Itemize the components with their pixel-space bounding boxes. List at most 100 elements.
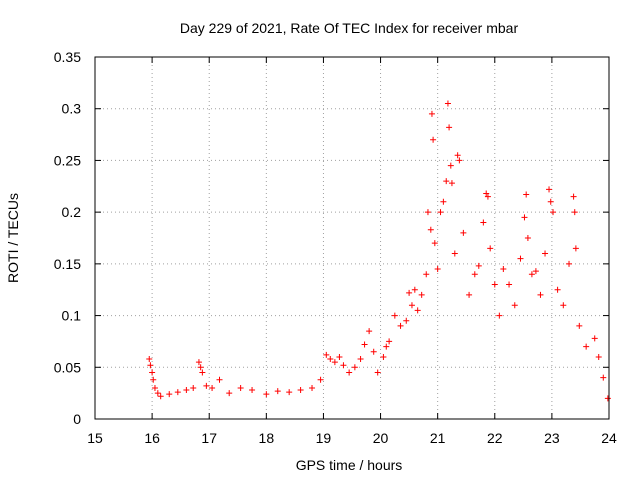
data-point: [456, 157, 463, 164]
data-point: [286, 389, 293, 396]
data-point: [546, 186, 553, 193]
data-point: [331, 359, 338, 366]
data-point: [460, 229, 467, 236]
data-point: [327, 356, 334, 363]
data-point: [346, 369, 353, 376]
data-point: [446, 124, 453, 131]
data-point: [297, 387, 304, 394]
x-tick-label: 23: [544, 430, 560, 446]
data-point: [428, 110, 435, 117]
data-point: [147, 362, 154, 369]
data-point: [340, 362, 347, 369]
x-axis-label: GPS time / hours: [296, 457, 403, 473]
y-tick-label: 0.1: [62, 308, 82, 324]
data-point: [517, 255, 524, 262]
y-tick-label: 0.2: [62, 204, 82, 220]
data-point: [411, 286, 418, 293]
data-point: [183, 387, 190, 394]
data-point: [366, 328, 373, 335]
y-tick-label: 0.3: [62, 101, 82, 117]
y-axis-label: ROTI / TECUs: [5, 193, 21, 283]
data-point: [591, 335, 598, 342]
data-point: [151, 384, 158, 391]
y-tick-label: 0: [73, 411, 81, 427]
data-point: [195, 359, 202, 366]
data-point: [506, 281, 513, 288]
data-point: [374, 369, 381, 376]
data-point: [500, 266, 507, 273]
data-point: [226, 390, 233, 397]
data-point: [550, 209, 557, 216]
x-tick-label: 16: [144, 430, 160, 446]
x-tick-label: 17: [201, 430, 217, 446]
data-point: [361, 341, 368, 348]
data-point: [423, 271, 430, 278]
data-point: [523, 191, 530, 198]
data-point: [190, 384, 197, 391]
data-point: [554, 286, 561, 293]
data-point: [572, 245, 579, 252]
x-tick-label: 21: [430, 430, 446, 446]
data-point: [391, 312, 398, 319]
grid-lines: [95, 57, 609, 419]
data-point: [199, 369, 206, 376]
data-point: [576, 322, 583, 329]
data-point: [149, 369, 156, 376]
data-point: [511, 302, 518, 309]
data-point: [166, 391, 173, 398]
data-point: [484, 193, 491, 200]
y-tick-label: 0.25: [54, 152, 81, 168]
x-tick-label: 19: [316, 430, 332, 446]
data-point: [480, 219, 487, 226]
data-point: [197, 364, 204, 371]
data-point: [323, 351, 330, 358]
data-point: [317, 376, 324, 383]
data-point: [496, 312, 503, 319]
data-point: [570, 193, 577, 200]
data-point: [532, 268, 539, 275]
data-point: [560, 302, 567, 309]
data-point: [595, 353, 602, 360]
data-point: [491, 281, 498, 288]
data-point: [386, 338, 393, 345]
data-point: [487, 245, 494, 252]
data-point: [604, 395, 611, 402]
data-point: [542, 250, 549, 257]
data-point: [263, 391, 270, 398]
data-point: [524, 235, 531, 241]
data-point: [471, 271, 478, 278]
data-point: [157, 393, 164, 400]
data-point: [406, 289, 413, 296]
data-point: [566, 260, 573, 267]
data-point: [528, 271, 535, 278]
data-point: [571, 209, 578, 216]
data-point: [351, 364, 358, 371]
data-point: [454, 152, 461, 159]
data-point: [150, 376, 157, 383]
data-point: [483, 190, 490, 197]
data-point: [414, 307, 421, 314]
data-point: [383, 343, 390, 350]
data-point: [216, 376, 223, 383]
data-point: [434, 266, 441, 273]
data-point: [448, 180, 455, 187]
data-point: [237, 384, 244, 391]
data-point: [443, 178, 450, 185]
data-point: [154, 390, 161, 397]
data-point: [203, 382, 210, 389]
data-point: [430, 136, 437, 143]
data-point: [451, 250, 458, 257]
data-point: [583, 343, 590, 350]
data-point: [397, 322, 404, 329]
y-axis-ticks: 0 0.05 0.1 0.15 0.2 0.25 0.3 0.35: [54, 49, 609, 427]
y-tick-label: 0.15: [54, 256, 81, 272]
data-point: [537, 291, 544, 298]
x-tick-label: 15: [87, 430, 103, 446]
x-tick-label: 24: [601, 430, 617, 446]
data-point: [380, 353, 387, 360]
x-axis-ticks: 15 16 17 18 19 20 21 22 23 24: [87, 57, 617, 446]
y-tick-label: 0.35: [54, 49, 81, 65]
data-point: [440, 198, 447, 205]
data-point: [357, 356, 364, 363]
